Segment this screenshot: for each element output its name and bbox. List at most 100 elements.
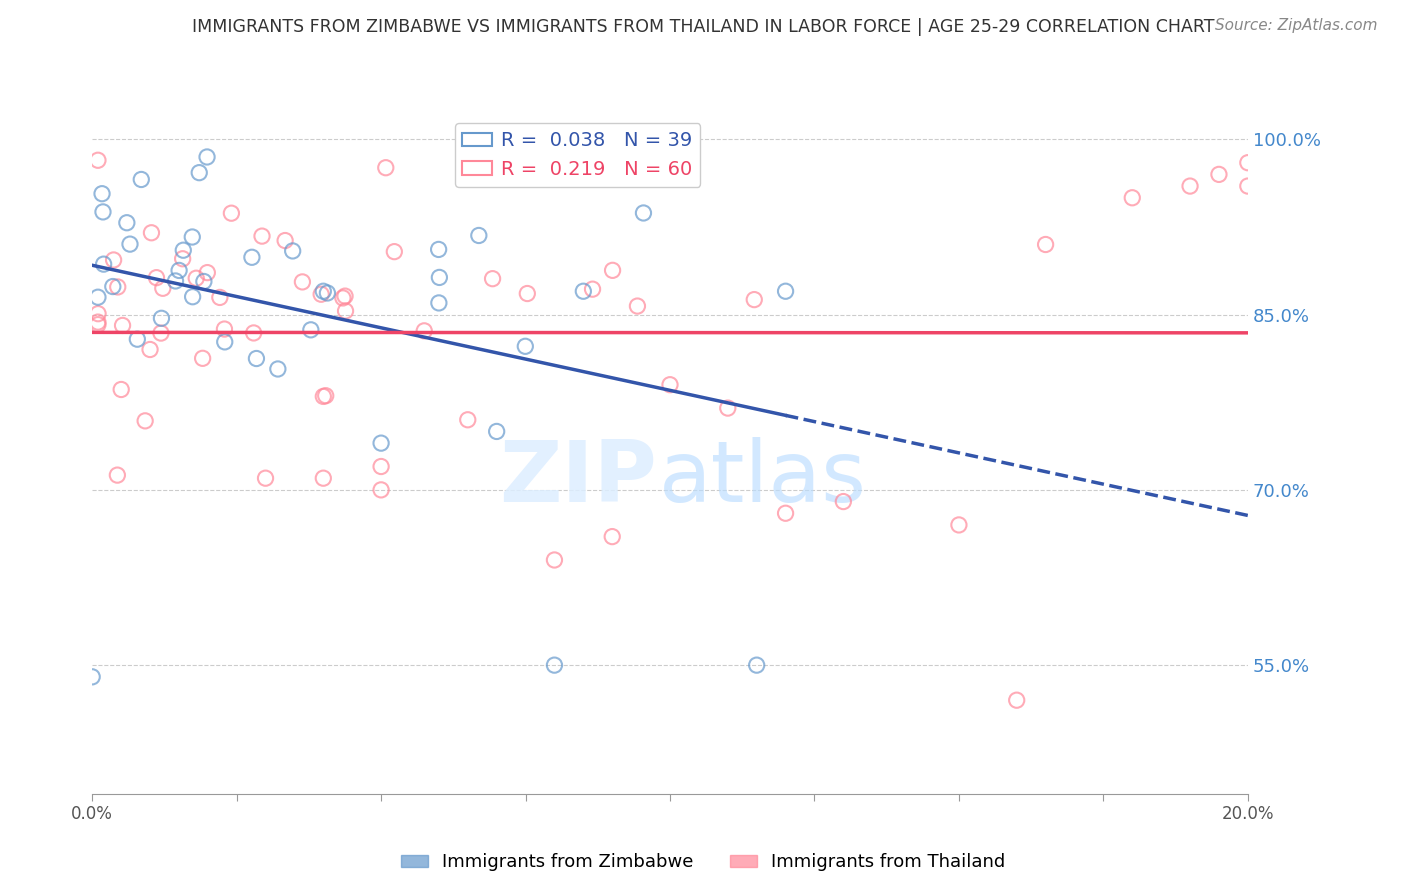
Point (1178, 179, 1201, 194)
Point (332, 291, 354, 305)
Point (165, 274, 187, 288)
Point (91, 205, 114, 219)
Point (312, 284, 335, 298)
Point (134, 414, 156, 428)
Point (152, 281, 174, 295)
Point (775, 284, 797, 298)
Point (602, 263, 624, 277)
Point (633, 206, 655, 220)
Point (82, 670, 104, 684)
Point (267, 362, 290, 376)
Point (1121, 191, 1143, 205)
Point (145, 270, 167, 285)
Point (370, 436, 392, 450)
Point (485, 425, 508, 439)
Point (181, 290, 204, 304)
Point (87, 153, 110, 168)
Point (626, 299, 648, 313)
Point (214, 322, 236, 336)
Point (103, 252, 125, 267)
Point (468, 228, 491, 243)
Point (195, 150, 218, 164)
Point (1237, 155, 1260, 169)
Point (427, 243, 450, 257)
Point (312, 471, 335, 485)
Point (516, 286, 538, 301)
Point (172, 252, 194, 266)
Point (374, 161, 396, 175)
Text: atlas: atlas (658, 437, 866, 520)
Point (1208, 168, 1230, 182)
Point (188, 166, 211, 180)
Point (186, 271, 208, 285)
Legend: Immigrants from Zimbabwe, Immigrants from Thailand: Immigrants from Zimbabwe, Immigrants fro… (394, 847, 1012, 879)
Point (1237, 179, 1260, 194)
Point (515, 339, 537, 353)
Point (87, 290, 110, 304)
Point (111, 318, 134, 333)
Point (315, 389, 337, 403)
Point (141, 226, 163, 240)
Point (775, 506, 797, 520)
Point (195, 266, 218, 280)
Point (291, 275, 314, 289)
Point (742, 293, 765, 307)
Point (91, 186, 114, 201)
Point (316, 285, 339, 300)
Point (659, 377, 682, 392)
Point (115, 216, 138, 230)
Point (105, 468, 128, 483)
Point (832, 494, 855, 508)
Point (572, 284, 595, 298)
Point (413, 324, 436, 338)
Point (150, 311, 173, 326)
Point (129, 172, 152, 186)
Point (242, 326, 264, 340)
Point (107, 280, 129, 294)
Point (110, 383, 132, 397)
Point (281, 244, 304, 258)
Point (382, 244, 405, 259)
Point (149, 326, 172, 340)
Point (181, 230, 204, 244)
Point (245, 351, 267, 366)
Point (1005, 693, 1028, 707)
Point (250, 229, 273, 244)
Point (139, 343, 162, 357)
Point (93, 257, 115, 271)
Point (543, 553, 565, 567)
Point (221, 206, 243, 220)
Point (87, 318, 110, 332)
Point (101, 279, 124, 293)
Point (191, 351, 214, 366)
Text: Source: ZipAtlas.com: Source: ZipAtlas.com (1215, 18, 1378, 33)
Point (581, 282, 603, 296)
Legend: R =  0.038   N = 39, R =  0.219   N = 60: R = 0.038 N = 39, R = 0.219 N = 60 (454, 123, 700, 186)
Point (335, 304, 357, 318)
Point (299, 323, 322, 337)
Point (167, 263, 190, 277)
Point (214, 334, 236, 349)
Text: IMMIGRANTS FROM ZIMBABWE VS IMMIGRANTS FROM THAILAND IN LABOR FORCE | AGE 25-29 : IMMIGRANTS FROM ZIMBABWE VS IMMIGRANTS F… (191, 18, 1215, 36)
Point (370, 459, 392, 474)
Point (254, 471, 277, 485)
Point (274, 234, 297, 248)
Point (118, 237, 141, 252)
Point (127, 332, 149, 346)
Point (87, 315, 110, 329)
Point (240, 250, 263, 264)
Point (457, 413, 479, 427)
Point (427, 296, 450, 310)
Point (600, 530, 623, 544)
Point (543, 658, 565, 673)
Point (948, 517, 970, 532)
Point (87, 307, 110, 321)
Text: ZIP: ZIP (499, 437, 657, 520)
Point (745, 658, 768, 673)
Point (309, 287, 332, 301)
Point (172, 244, 194, 258)
Point (193, 275, 215, 289)
Point (481, 271, 503, 285)
Point (717, 401, 740, 415)
Point (208, 290, 231, 304)
